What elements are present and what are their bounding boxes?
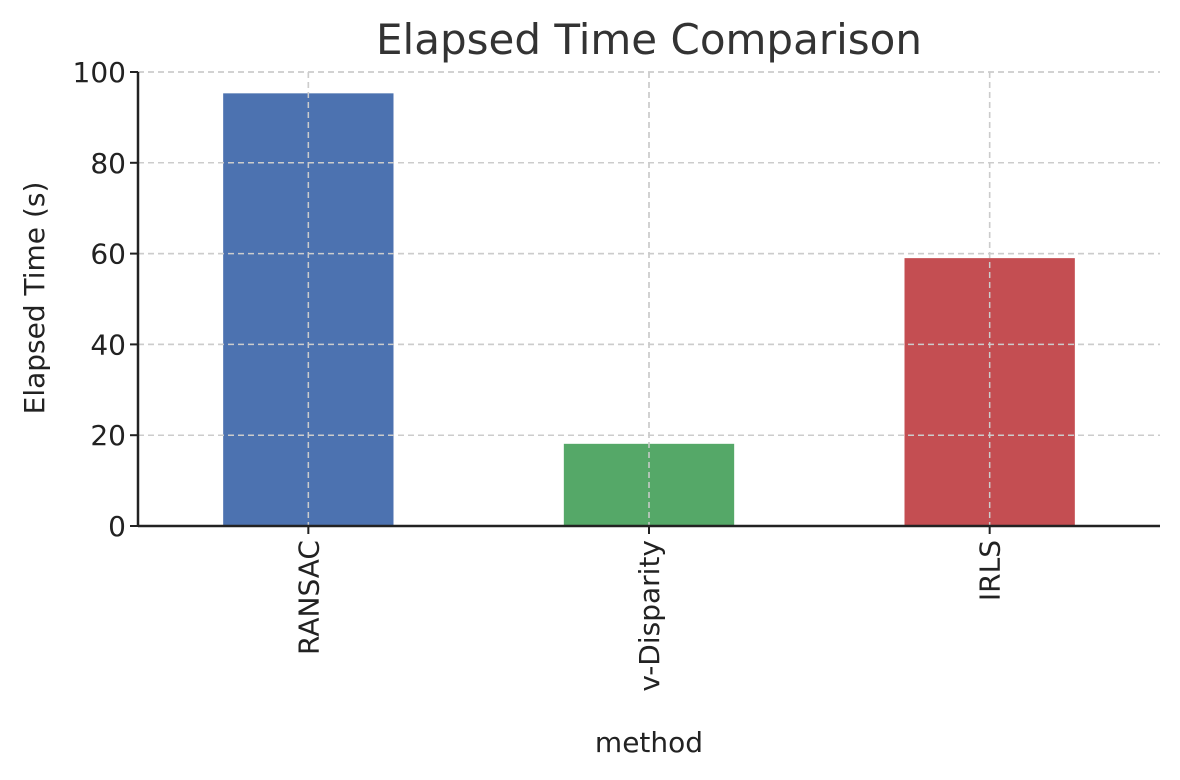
y-tick-label: 100 (73, 56, 126, 89)
x-tick-label: IRLS (974, 540, 1007, 601)
x-tick-label: v-Disparity (633, 540, 666, 692)
bars (138, 71, 1160, 526)
y-axis-label: Elapsed Time (s) (18, 182, 51, 415)
x-tick-label: RANSAC (292, 540, 325, 655)
y-tick-label: 60 (90, 238, 126, 271)
x-ticks: RANSAC v-Disparity IRLS (292, 526, 1007, 692)
y-tick-label: 40 (90, 328, 126, 361)
y-ticks: 0 20 40 60 80 100 (73, 56, 138, 543)
y-tick-label: 80 (90, 147, 126, 180)
y-tick-label: 20 (90, 419, 126, 452)
bar-ransac (223, 93, 394, 526)
x-axis-label: method (595, 726, 703, 759)
chart-title: Elapsed Time Comparison (376, 15, 922, 64)
y-tick-label: 0 (108, 510, 126, 543)
